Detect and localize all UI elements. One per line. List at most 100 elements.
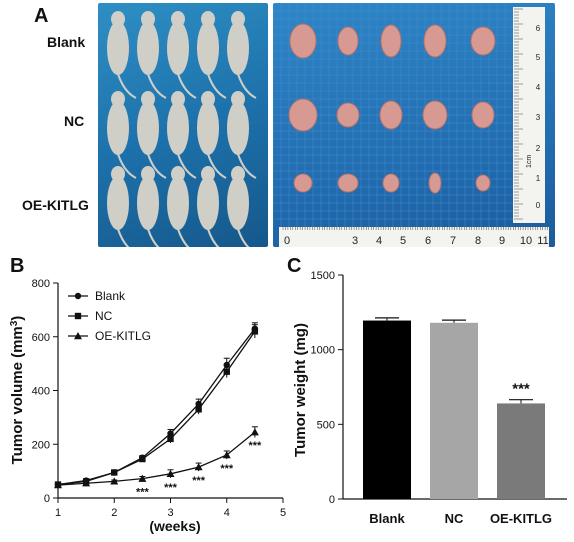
tumor (423, 24, 447, 58)
b-series-line (57, 328, 256, 486)
mouse-head (171, 91, 185, 107)
b-legend-marker (74, 292, 82, 300)
b-legend-label: OE-KITLG (95, 329, 151, 343)
mouse-head (201, 11, 215, 27)
group-label-oe-kitlg: OE-KITLG (22, 197, 89, 213)
mouse-head (141, 91, 155, 107)
tumor (337, 26, 359, 56)
ruler-unit-label: 1cm (526, 155, 533, 168)
b-x-tick-label: 4 (224, 507, 230, 519)
c-y-tick-label: 1500 (311, 270, 335, 282)
tumor (293, 173, 313, 193)
ruler-number: 7 (450, 235, 456, 247)
mouse-body (107, 21, 129, 75)
b-significance-label: *** (136, 487, 150, 499)
ruler-number: 5 (536, 53, 541, 62)
mouse-tail (237, 73, 257, 99)
b-data-point (251, 328, 259, 335)
tumor (380, 24, 402, 58)
tumor (471, 101, 495, 129)
b-x-tick-label: 1 (55, 507, 61, 519)
ruler-number: 5 (400, 235, 406, 247)
mouse-body (107, 101, 129, 155)
tumor (422, 100, 448, 130)
c-y-tick-label: 1000 (311, 345, 335, 357)
mouse-head (171, 166, 185, 182)
panel-letter-c: C (287, 255, 302, 277)
mouse-tail (177, 228, 190, 247)
mouse-head (111, 166, 125, 182)
b-series-line (57, 431, 256, 486)
c-category-label: NC (445, 511, 464, 526)
mouse-body (197, 176, 219, 230)
b-y-axis-label-text: Tumor volume (mm (9, 326, 26, 464)
mouse-body (197, 101, 219, 155)
b-y-tick-label: 200 (32, 439, 50, 451)
mouse-tail (237, 153, 257, 179)
b-data-point (111, 469, 118, 476)
tumor (289, 23, 317, 59)
b-data-point (167, 435, 174, 443)
mouse-tail (117, 73, 137, 99)
b-y-axis-label-close: ) (9, 316, 26, 321)
tumor (379, 100, 403, 130)
b-data-point (138, 474, 147, 482)
mouse-tail (177, 153, 197, 179)
mouse-head (231, 11, 245, 27)
mice-photo (98, 3, 268, 247)
b-x-axis-label: (weeks) (149, 518, 200, 534)
ruler-number: 10 (520, 235, 532, 247)
b-data-point (166, 469, 175, 478)
tumor (382, 173, 400, 193)
b-legend-label: Blank (95, 289, 126, 303)
b-data-point (223, 361, 230, 369)
c-significance-label: *** (512, 381, 530, 398)
b-data-point (194, 463, 203, 471)
mouse-body (137, 21, 159, 75)
ruler-number: 0 (536, 201, 541, 210)
horizontal-ruler (279, 227, 549, 247)
b-y-axis-label: Tumor volume (mm3) (9, 316, 27, 465)
panel-letter-b: B (10, 255, 25, 277)
mouse-body (167, 176, 189, 230)
ruler-number: 4 (536, 83, 541, 92)
mouse-body (137, 101, 159, 155)
group-label-nc: NC (64, 113, 85, 129)
ruler-number: 11 (537, 235, 548, 247)
tumor (336, 102, 360, 128)
b-data-point (223, 368, 230, 375)
b-data-point (195, 406, 202, 413)
b-y-tick-label: 0 (44, 493, 50, 505)
c-y-tick-label: 500 (317, 419, 335, 431)
mouse-head (231, 91, 245, 107)
ruler-number: 9 (499, 235, 505, 247)
mouse-head (141, 11, 155, 27)
ruler-number: 2 (536, 144, 541, 153)
tumor (288, 98, 318, 132)
mouse-body (167, 21, 189, 75)
ruler-number: 4 (376, 235, 382, 247)
b-data-point (110, 477, 119, 485)
b-significance-label: *** (220, 463, 234, 475)
mouse-tail (207, 73, 227, 99)
mouse-body (227, 101, 249, 155)
mouse-head (111, 91, 125, 107)
b-x-tick-label: 5 (280, 507, 286, 519)
mouse-tail (117, 153, 137, 179)
mice-illustration (107, 11, 257, 247)
ruler-number: 0 (284, 235, 290, 247)
mouse-head (231, 166, 245, 182)
mouse-tail (177, 73, 197, 99)
tumor (428, 172, 442, 194)
mouse-body (227, 176, 249, 230)
tumor-volume-chart: Tumor volume (mm3) (weeks) 0200400600800… (9, 278, 287, 534)
c-y-axis-label: Tumor weight (mg) (292, 323, 309, 457)
vertical-ruler (513, 7, 545, 223)
b-data-point (250, 428, 259, 436)
ruler-number: 6 (425, 235, 431, 247)
tumor-weight-chart: Tumor weight (mg) 0 500 1000 1500 Blank NC OE… (292, 270, 567, 526)
b-data-point (54, 481, 62, 489)
mouse-tail (147, 153, 167, 179)
mouse-head (171, 11, 185, 27)
